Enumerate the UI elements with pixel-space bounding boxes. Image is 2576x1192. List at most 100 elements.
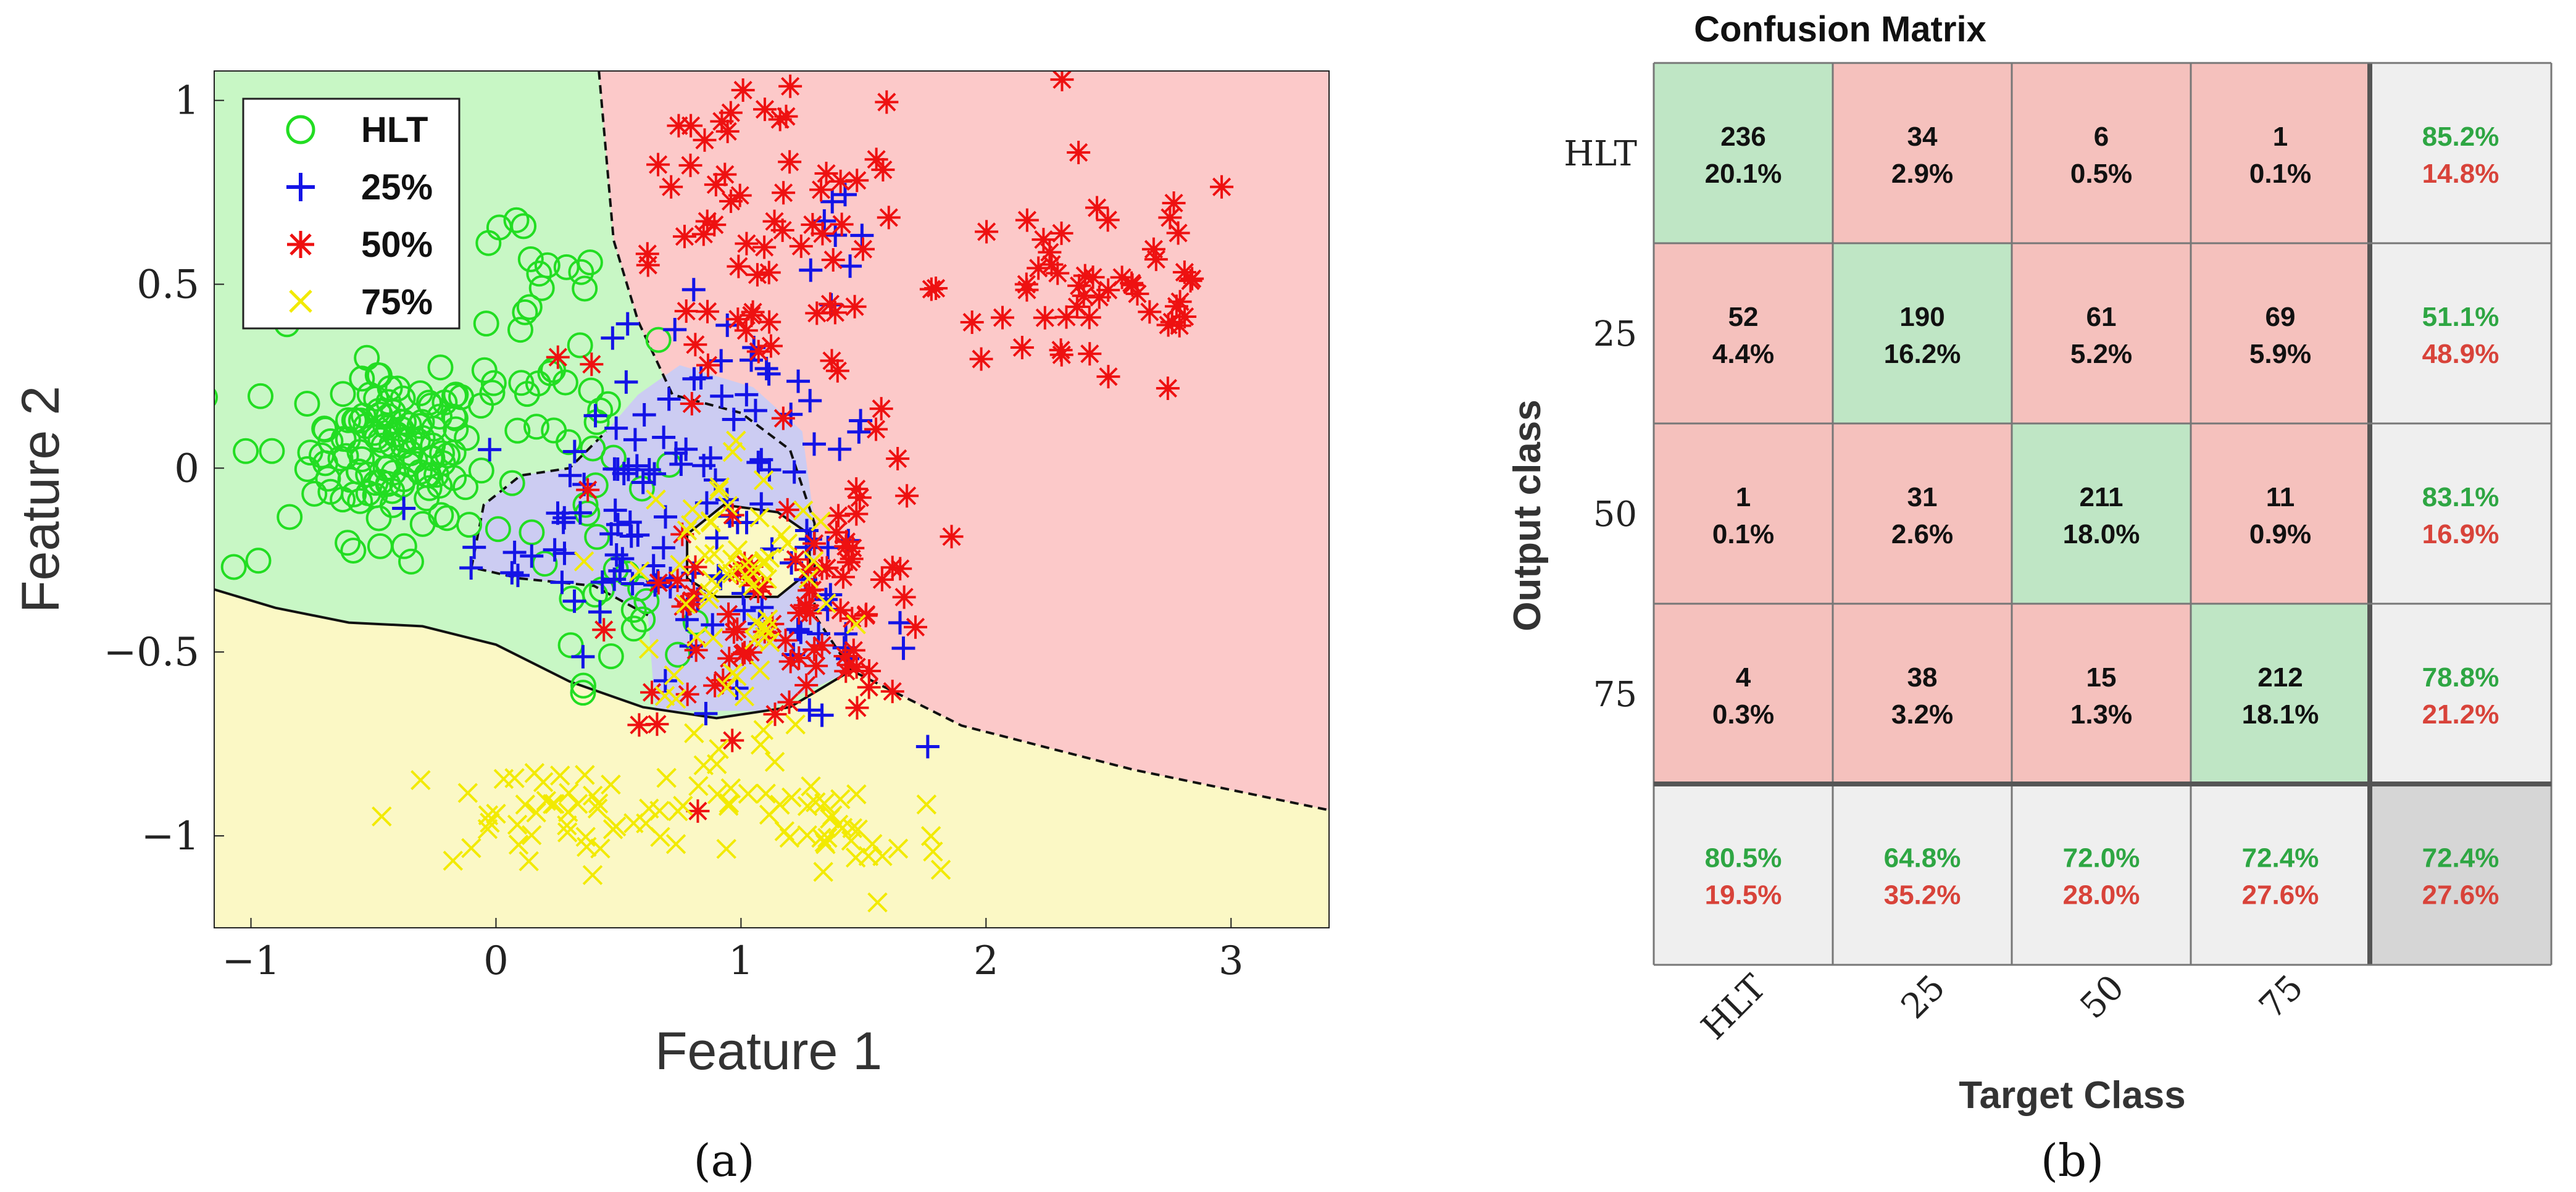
point-75 (519, 851, 539, 872)
cell-count-top: 212 (2257, 662, 2303, 693)
point-50 (1078, 342, 1102, 366)
point-hlt (417, 393, 444, 419)
cell-count-top: 38 (1907, 662, 1938, 693)
row-summary-top: 83.1% (2422, 482, 2499, 512)
point-50 (734, 319, 758, 343)
point-50 (844, 502, 869, 526)
point-75 (841, 830, 862, 851)
point-hlt (294, 456, 320, 482)
point-25 (478, 438, 502, 462)
point-25 (653, 669, 677, 693)
point-50 (919, 277, 943, 301)
point-50 (940, 525, 964, 549)
point-hlt (335, 407, 361, 433)
point-50 (960, 311, 984, 335)
point-25 (502, 540, 527, 564)
point-25 (814, 588, 838, 612)
point-50 (1046, 261, 1070, 285)
point-50 (682, 582, 706, 606)
point-25 (694, 702, 718, 726)
point-50 (728, 183, 752, 207)
point-50 (851, 237, 875, 261)
point-50 (854, 604, 878, 628)
row-summary-bottom: 16.9% (2422, 519, 2499, 549)
matrix-cell (2191, 63, 2370, 243)
x-tick-label: 2 (973, 938, 999, 984)
point-50 (1096, 208, 1120, 232)
point-25 (682, 278, 706, 302)
cell-count-top: 34 (1907, 122, 1938, 152)
point-50 (836, 653, 861, 677)
matrix-cell (2370, 63, 2551, 243)
point-hlt (645, 327, 672, 353)
row-summary-top: 85.2% (2422, 122, 2499, 152)
point-75 (930, 859, 951, 880)
point-75 (646, 490, 666, 510)
cell-count-bottom: 3.2% (1891, 699, 1953, 730)
point-75 (559, 783, 579, 803)
point-25 (810, 703, 834, 727)
point-25 (506, 564, 530, 588)
point-50 (1125, 282, 1149, 306)
point-25 (746, 451, 770, 475)
point-50 (1033, 306, 1057, 330)
point-50 (834, 659, 858, 683)
point-75 (726, 430, 746, 451)
point-75 (557, 822, 578, 843)
point-hlt (390, 385, 416, 412)
point-50 (857, 659, 882, 683)
cell-count-bottom: 5.9% (2249, 339, 2311, 369)
legend: HLT 25% 50% 75% (242, 98, 461, 330)
y-tick-label: −0.5 (104, 630, 199, 675)
point-50 (1067, 273, 1091, 298)
point-75 (793, 500, 814, 521)
point-50 (1096, 365, 1120, 389)
point-75 (822, 805, 843, 826)
plot-frame (214, 70, 1330, 928)
point-hlt (441, 404, 467, 430)
point-25 (604, 416, 628, 440)
matrix-title: Confusion Matrix (1694, 9, 1986, 49)
point-25 (459, 556, 483, 580)
point-25 (626, 523, 650, 547)
row-summary-bottom: 14.8% (2422, 159, 2499, 189)
point-50 (679, 114, 703, 138)
point-25 (562, 440, 586, 464)
point-75 (811, 511, 831, 531)
panel-label-b: (b) (2041, 1135, 2104, 1186)
point-hlt (519, 519, 545, 546)
cell-count-bottom: 2.9% (1891, 159, 1953, 189)
point-50 (1156, 376, 1180, 400)
confusion-matrix-panel: Confusion Matrix 236 20.1% 34 2.9% 6 0.5% 1 0.1… (1506, 9, 2553, 1186)
point-25 (664, 441, 688, 465)
point-25 (732, 599, 756, 623)
point-hlt (516, 294, 543, 320)
col-summary-top: 64.8% (1884, 843, 1961, 873)
point-50 (828, 598, 852, 622)
point-25 (618, 510, 642, 534)
matrix-cell (2012, 243, 2191, 423)
point-75 (577, 836, 597, 857)
point-50 (696, 299, 720, 323)
y-tick-label: 0.5 (136, 262, 199, 308)
point-75 (722, 663, 743, 683)
point-50 (1065, 295, 1089, 319)
point-25 (611, 547, 635, 571)
point-50 (684, 638, 708, 662)
cell-count-top: 31 (1907, 482, 1938, 512)
point-50 (674, 299, 698, 323)
point-75 (582, 865, 603, 885)
point-hlt (572, 275, 598, 302)
point-hlt (333, 443, 359, 469)
matrix-cell (1654, 243, 1833, 423)
point-50 (857, 675, 881, 699)
row-summary-top: 51.1% (2422, 302, 2499, 332)
point-50 (1166, 221, 1190, 245)
point-50 (804, 654, 828, 678)
point-hlt (434, 505, 461, 531)
point-hlt (479, 380, 506, 406)
point-75 (719, 793, 740, 814)
point-75 (521, 825, 542, 846)
point-75 (738, 551, 759, 572)
point-hlt (468, 457, 494, 484)
